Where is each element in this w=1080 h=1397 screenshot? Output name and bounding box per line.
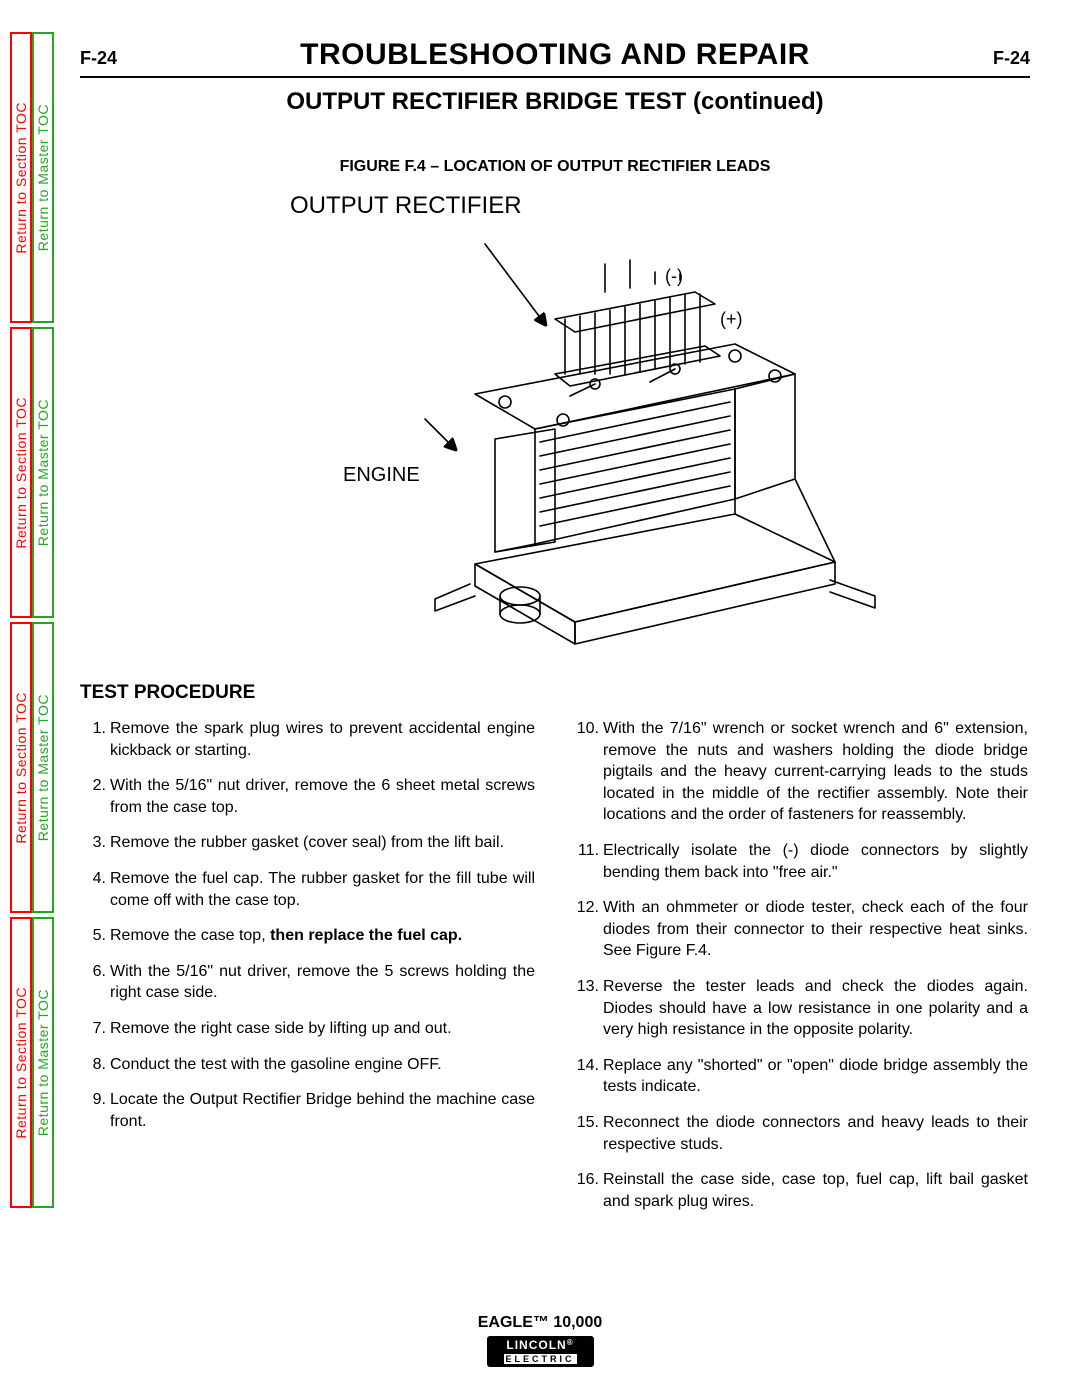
procedure-step: 3.Remove the rubber gasket (cover seal) … xyxy=(80,832,535,854)
brand-name: LINCOLN xyxy=(506,1338,566,1352)
tab-label: Return to Master TOC xyxy=(35,104,51,251)
return-section-toc-1[interactable]: Return to Section TOC xyxy=(10,32,32,323)
tab-label: Return to Section TOC xyxy=(13,102,29,254)
step-text: Electrically isolate the (-) diode conne… xyxy=(603,842,1028,881)
return-master-toc-4[interactable]: Return to Master TOC xyxy=(32,917,54,1208)
return-master-toc-3[interactable]: Return to Master TOC xyxy=(32,622,54,913)
step-number: 1. xyxy=(80,718,106,740)
step-number: 12. xyxy=(573,897,599,919)
tab-label: Return to Section TOC xyxy=(13,692,29,844)
brand-sub: ELECTRIC xyxy=(503,1353,578,1365)
step-text: Remove the rubber gasket (cover seal) fr… xyxy=(110,834,504,851)
step-text: Conduct the test with the gasoline engin… xyxy=(110,1056,442,1073)
procedure-step: 16.Reinstall the case side, case top, fu… xyxy=(573,1169,1028,1212)
step-text: Remove the right case side by lifting up… xyxy=(110,1020,452,1037)
step-text: Remove the case top, xyxy=(110,927,270,944)
step-text: Replace any "shorted" or "open" diode br… xyxy=(603,1057,1028,1096)
page-number-right: F-24 xyxy=(993,48,1030,69)
page-title: TROUBLESHOOTING AND REPAIR xyxy=(117,38,993,72)
return-master-toc-2[interactable]: Return to Master TOC xyxy=(32,327,54,618)
tab-label: Return to Master TOC xyxy=(35,399,51,546)
step-text-bold: then replace the fuel cap. xyxy=(270,927,462,944)
procedure-column-left: 1.Remove the spark plug wires to prevent… xyxy=(80,718,535,1226)
step-text: Locate the Output Rectifier Bridge behin… xyxy=(110,1091,535,1130)
return-section-toc-4[interactable]: Return to Section TOC xyxy=(10,917,32,1208)
procedure-step: 9.Locate the Output Rectifier Bridge beh… xyxy=(80,1089,535,1132)
procedure-step: 1.Remove the spark plug wires to prevent… xyxy=(80,718,535,761)
step-text: Remove the spark plug wires to prevent a… xyxy=(110,720,535,759)
tab-label: Return to Master TOC xyxy=(35,694,51,841)
rectifier-svg xyxy=(175,224,935,654)
procedure-step: 7.Remove the right case side by lifting … xyxy=(80,1018,535,1040)
step-text: Reconnect the diode connectors and heavy… xyxy=(603,1114,1028,1153)
step-number: 14. xyxy=(573,1055,599,1077)
step-number: 11. xyxy=(573,840,599,862)
step-number: 13. xyxy=(573,976,599,998)
procedure-step: 11.Electrically isolate the (-) diode co… xyxy=(573,840,1028,883)
procedure-step: 5.Remove the case top, then replace the … xyxy=(80,925,535,947)
step-number: 2. xyxy=(80,775,106,797)
figure-caption: FIGURE F.4 – LOCATION OF OUTPUT RECTIFIE… xyxy=(80,158,1030,176)
procedure-step: 13.Reverse the tester leads and check th… xyxy=(573,976,1028,1041)
step-number: 5. xyxy=(80,925,106,947)
procedure-step: 15.Reconnect the diode connectors and he… xyxy=(573,1112,1028,1155)
procedure-columns: 1.Remove the spark plug wires to prevent… xyxy=(80,718,1030,1226)
procedure-heading: TEST PROCEDURE xyxy=(80,682,1030,704)
step-number: 16. xyxy=(573,1169,599,1191)
page-subtitle: OUTPUT RECTIFIER BRIDGE TEST (continued) xyxy=(80,88,1030,116)
step-text: Reverse the tester leads and check the d… xyxy=(603,978,1028,1038)
step-number: 4. xyxy=(80,868,106,890)
procedure-step: 8.Conduct the test with the gasoline eng… xyxy=(80,1054,535,1076)
procedure-column-right: 10.With the 7/16" wrench or socket wrenc… xyxy=(573,718,1028,1226)
tab-label: Return to Section TOC xyxy=(13,987,29,1139)
header-rule xyxy=(80,76,1030,78)
step-number: 7. xyxy=(80,1018,106,1040)
figure-diagram: ENGINE (-) (+) xyxy=(175,224,935,654)
procedure-step: 14.Replace any "shorted" or "open" diode… xyxy=(573,1055,1028,1098)
return-master-toc-1[interactable]: Return to Master TOC xyxy=(32,32,54,323)
step-number: 15. xyxy=(573,1112,599,1134)
page-footer: EAGLE™ 10,000 LINCOLN® ELECTRIC xyxy=(0,1314,1080,1367)
tab-label: Return to Master TOC xyxy=(35,989,51,1136)
procedure-step: 2.With the 5/16" nut driver, remove the … xyxy=(80,775,535,818)
procedure-step: 10.With the 7/16" wrench or socket wrenc… xyxy=(573,718,1028,826)
tab-label: Return to Section TOC xyxy=(13,397,29,549)
step-number: 3. xyxy=(80,832,106,854)
step-text: With the 5/16" nut driver, remove the 6 … xyxy=(110,777,535,816)
step-number: 10. xyxy=(573,718,599,740)
procedure-step: 6.With the 5/16" nut driver, remove the … xyxy=(80,961,535,1004)
brand-logo: LINCOLN® ELECTRIC xyxy=(487,1336,594,1367)
step-text: With the 5/16" nut driver, remove the 5 … xyxy=(110,963,535,1002)
step-number: 6. xyxy=(80,961,106,983)
footer-model: EAGLE™ 10,000 xyxy=(0,1314,1080,1332)
step-text: With the 7/16" wrench or socket wrench a… xyxy=(603,720,1028,823)
page-number-left: F-24 xyxy=(80,48,117,69)
step-text: Reinstall the case side, case top, fuel … xyxy=(603,1171,1028,1210)
side-nav: Return to Section TOC Return to Section … xyxy=(10,30,54,1210)
step-text: Remove the fuel cap. The rubber gasket f… xyxy=(110,870,535,909)
figure-main-label: OUTPUT RECTIFIER xyxy=(290,192,1030,220)
step-number: 8. xyxy=(80,1054,106,1076)
step-text: With an ohmmeter or diode tester, check … xyxy=(603,899,1028,959)
procedure-step: 4.Remove the fuel cap. The rubber gasket… xyxy=(80,868,535,911)
return-section-toc-2[interactable]: Return to Section TOC xyxy=(10,327,32,618)
procedure-step: 12.With an ohmmeter or diode tester, che… xyxy=(573,897,1028,962)
step-number: 9. xyxy=(80,1089,106,1111)
return-section-toc-3[interactable]: Return to Section TOC xyxy=(10,622,32,913)
